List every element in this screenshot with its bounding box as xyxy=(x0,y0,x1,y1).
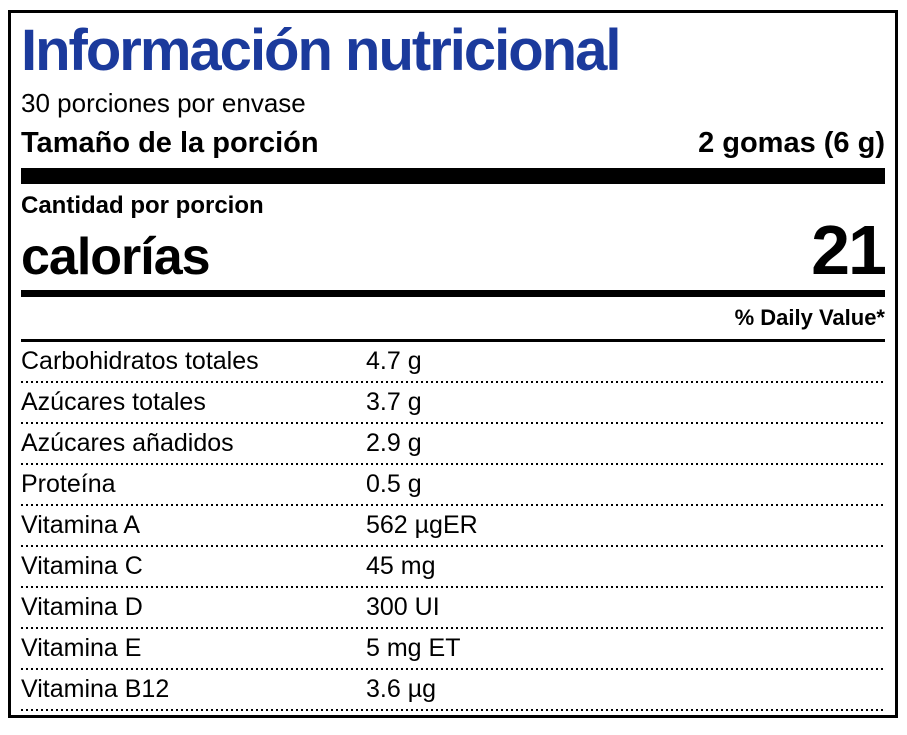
nutrient-amount: 45 mg xyxy=(366,551,436,580)
nutrient-name: Azúcares totales xyxy=(21,387,206,416)
nutrient-amount: 4.7 g xyxy=(366,346,422,375)
nutrient-amount: 5 mg ET xyxy=(366,633,461,662)
thick-divider xyxy=(21,168,885,184)
dotted-divider xyxy=(21,544,885,547)
serving-size-value: 2 gomas (6 g) xyxy=(698,127,885,159)
calories-row: calorías 21 xyxy=(21,211,887,289)
nutrient-name: Vitamina C xyxy=(21,551,143,580)
dotted-divider xyxy=(21,585,885,588)
serving-size-row: Tamaño de la porción 2 gomas (6 g) xyxy=(21,127,885,159)
servings-per-container: 30 porciones por envase xyxy=(21,88,306,118)
nutrient-amount: 2.9 g xyxy=(366,428,422,457)
nutrient-amount: 562 µgER xyxy=(366,510,478,539)
dotted-divider xyxy=(21,667,885,670)
calories-label: calorías xyxy=(21,228,211,286)
dotted-divider xyxy=(21,421,885,424)
table-row: Vitamina E 5 mg ET xyxy=(21,629,885,667)
table-row: Azúcares totales 3.7 g xyxy=(21,383,885,421)
amount-per-serving-label: Cantidad por porcion xyxy=(21,192,264,219)
table-row: Vitamina A 562 µgER xyxy=(21,506,885,544)
nutrient-table: Carbohidratos totales 4.7 g Azúcares tot… xyxy=(21,342,885,711)
nutrient-name: Vitamina D xyxy=(21,592,143,621)
nutrition-label: Información nutricional 30 porciones por… xyxy=(8,10,898,718)
medium-divider xyxy=(21,290,885,297)
dotted-divider xyxy=(21,503,885,506)
table-row: Carbohidratos totales 4.7 g xyxy=(21,342,885,380)
dotted-divider xyxy=(21,380,885,383)
dotted-divider xyxy=(21,462,885,465)
dotted-divider xyxy=(21,708,885,711)
daily-value-header: % Daily Value* xyxy=(734,305,885,330)
nutrient-amount: 3.7 g xyxy=(366,387,422,416)
nutrient-name: Azúcares añadidos xyxy=(21,428,234,457)
nutrient-name: Carbohidratos totales xyxy=(21,346,259,375)
nutrient-name: Vitamina E xyxy=(21,633,142,662)
table-row: Vitamina D 300 UI xyxy=(21,588,885,626)
table-row: Vitamina B12 3.6 µg xyxy=(21,670,885,708)
thin-divider xyxy=(21,339,885,342)
table-row: Proteína 0.5 g xyxy=(21,465,885,503)
nutrient-name: Vitamina A xyxy=(21,510,141,539)
label-title: Información nutricional xyxy=(21,18,622,83)
nutrient-amount: 300 UI xyxy=(366,592,440,621)
calories-value: 21 xyxy=(811,211,887,289)
table-row: Azúcares añadidos 2.9 g xyxy=(21,424,885,462)
nutrient-amount: 3.6 µg xyxy=(366,674,437,703)
nutrient-name: Vitamina B12 xyxy=(21,674,170,703)
table-row: Vitamina C 45 mg xyxy=(21,547,885,585)
nutrient-amount: 0.5 g xyxy=(366,469,422,498)
serving-size-label: Tamaño de la porción xyxy=(21,127,319,159)
dotted-divider xyxy=(21,626,885,629)
nutrient-name: Proteína xyxy=(21,469,116,498)
